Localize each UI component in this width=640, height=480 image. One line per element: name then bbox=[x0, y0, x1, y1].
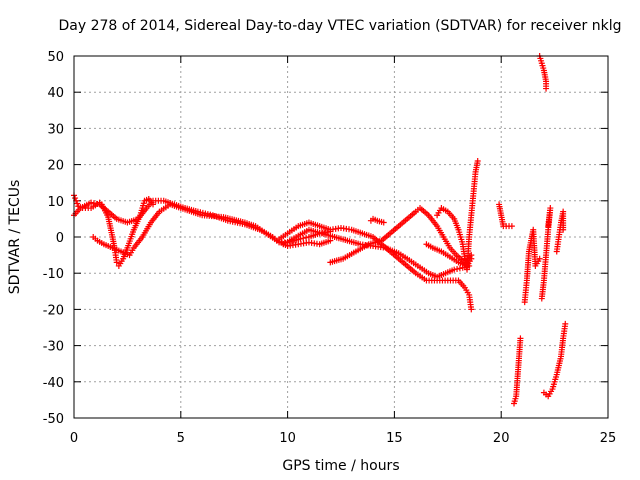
x-tick-label: 25 bbox=[600, 431, 617, 446]
data-point-arc-e bbox=[451, 266, 458, 273]
x-axis-label: GPS time / hours bbox=[282, 458, 399, 474]
y-tick-label: 0 bbox=[56, 231, 64, 246]
plot-frame bbox=[73, 55, 609, 419]
data-point-arc-h bbox=[474, 157, 481, 164]
y-tick-label: -40 bbox=[43, 376, 64, 391]
data-point-arc-b bbox=[74, 200, 81, 207]
x-tick-label: 10 bbox=[279, 431, 296, 446]
data-point-arc-d bbox=[468, 306, 475, 313]
y-tick-label: -50 bbox=[43, 412, 64, 427]
data-point-arc-b bbox=[113, 259, 120, 266]
data-point-arc-b bbox=[150, 201, 157, 208]
data-point-arc-l bbox=[536, 255, 543, 262]
data-point-arc-e bbox=[454, 265, 461, 272]
y-tick-label: 50 bbox=[47, 50, 64, 65]
data-point-arc-a bbox=[303, 234, 310, 241]
data-point-arc-b bbox=[72, 195, 79, 202]
x-tick-label: 5 bbox=[177, 431, 185, 446]
x-tick-label: 20 bbox=[493, 431, 510, 446]
data-point-arc-o bbox=[562, 320, 569, 327]
data-point-arc-a bbox=[88, 199, 95, 206]
data-point-arc-g bbox=[380, 219, 387, 226]
axis-ticks: 0 5 10 15 20 25 50 40 30 20 10 0 -10 -20 -30 -40 -50 bbox=[43, 50, 617, 446]
x-tick-label: 15 bbox=[386, 431, 403, 446]
y-tick-label: -10 bbox=[43, 267, 64, 282]
y-tick-label: -20 bbox=[43, 303, 64, 318]
y-tick-label: 40 bbox=[47, 86, 64, 101]
data-point-arc-i bbox=[468, 255, 475, 262]
data-point-arc-e bbox=[456, 265, 463, 272]
data-point-arc-m bbox=[543, 85, 550, 92]
data-point-arc-j bbox=[508, 223, 515, 230]
y-tick-label: 30 bbox=[47, 122, 64, 137]
data-point-arc-a bbox=[300, 235, 307, 242]
data-point-arc-k bbox=[517, 335, 524, 342]
data-points bbox=[71, 53, 569, 407]
data-point-arc-n bbox=[545, 223, 552, 230]
y-tick-label: 10 bbox=[47, 195, 64, 210]
y-tick-label: -30 bbox=[43, 340, 64, 355]
x-tick-label: 0 bbox=[70, 431, 78, 446]
y-axis-label: SDTVAR / TECUs bbox=[7, 180, 23, 295]
y-tick-label: 20 bbox=[47, 159, 64, 174]
chart-title: Day 278 of 2014, Sidereal Day-to-day VTE… bbox=[59, 18, 622, 34]
data-point-arc-p bbox=[560, 226, 567, 233]
